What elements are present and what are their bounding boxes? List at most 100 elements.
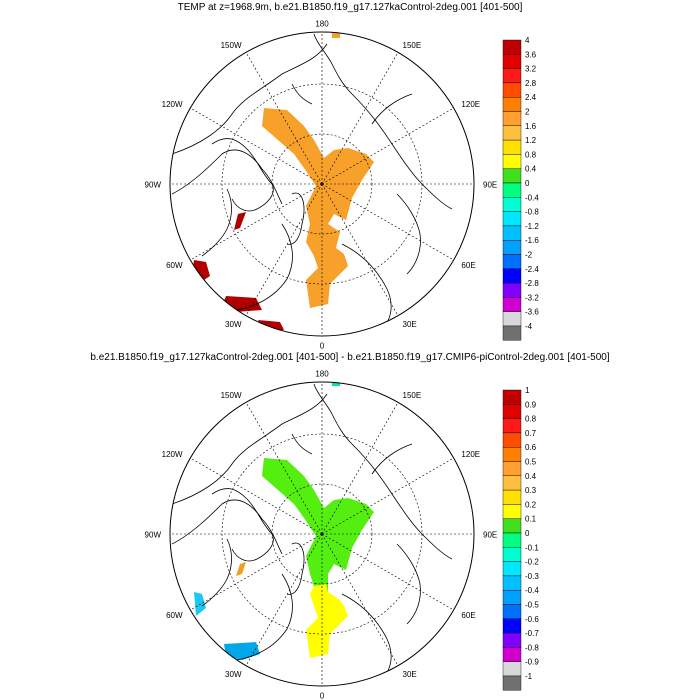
colorbar-tick-label: 0 [525, 529, 530, 538]
anomaly-patch-orange [236, 562, 246, 576]
colorbar-swatch [502, 168, 522, 184]
meridian-line-5 [321, 533, 454, 611]
colorbar-swatch [502, 197, 522, 212]
colorbar-swatch [502, 675, 522, 691]
small-patch-top [332, 382, 340, 386]
longitude-label-150e: 150E [403, 41, 422, 50]
anomaly-patch-blue [224, 642, 260, 660]
colorbar-tick-label: -0.4 [525, 586, 539, 595]
map-content [171, 32, 453, 332]
colorbar-tick-label: 0.9 [525, 400, 537, 409]
colorbar-swatch [502, 389, 522, 405]
panel-2-colorbar: 1 0.9 0.8 0.7 0.6 0.5 0.4 0.3 0.2 0.1 0 -0.1 -0.2 -0.… [502, 386, 539, 691]
colorbar-swatch [502, 96, 522, 112]
longitude-label-150e: 150E [403, 391, 422, 400]
coastline-1 [171, 393, 328, 505]
meridian-line-5 [321, 183, 454, 261]
longitude-label-60e: 60E [461, 261, 475, 270]
colorbar-swatch [502, 225, 522, 241]
map-boundary [169, 31, 475, 337]
colorbar-tick-label: 0.2 [525, 500, 537, 509]
colorbar-swatch [502, 461, 522, 477]
colorbar-tick-label: 2.8 [525, 79, 537, 88]
colorbar-tick-label: -0.8 [525, 643, 539, 652]
longitude-label-150w: 150W [221, 41, 242, 50]
anomaly-field-green [262, 458, 374, 594]
meridian-line-9 [190, 183, 323, 261]
longitude-label-60w: 60W [166, 611, 183, 620]
colorbar-tick-label: -0.4 [525, 193, 539, 202]
colorbar-swatch [502, 518, 522, 534]
coastline-10 [313, 33, 353, 95]
colorbar-tick-label: -3.6 [525, 308, 539, 317]
colorbar-tick-label: -2.4 [525, 265, 539, 274]
coastline-11 [371, 443, 413, 475]
meridian-line-8 [245, 533, 323, 666]
longitude-label-90w: 90W [145, 531, 162, 540]
colorbar-swatch [502, 561, 522, 577]
colorbar-tick-label: 3.2 [525, 65, 537, 74]
colorbar-swatch [502, 211, 522, 227]
panel-2-title: b.e21.B1850.f19_g17.127kaControl-2deg.00… [90, 352, 610, 363]
colorbar-swatch [502, 154, 522, 169]
colorbar-swatch [502, 254, 522, 270]
colorbar-tick-label: 1 [525, 386, 530, 395]
colorbar-tick-label: -0.3 [525, 572, 539, 581]
warm-patch-4 [234, 212, 246, 230]
longitude-label-60e: 60E [461, 611, 475, 620]
colorbar-swatch [502, 125, 522, 141]
colorbar-swatch [502, 632, 522, 648]
coastline-2 [171, 149, 283, 205]
coastline-9 [396, 193, 421, 275]
longitude-label-120w: 120W [162, 450, 183, 459]
colorbar-swatch [502, 268, 522, 284]
meridian-line-6 [321, 183, 399, 316]
colorbar-tick-label: 0.4 [525, 165, 537, 174]
coastline-10 [313, 383, 353, 445]
colorbar-swatch [502, 111, 522, 127]
map-content [171, 382, 453, 680]
coastline-7 [341, 243, 392, 330]
colorbar-swatch [502, 418, 522, 434]
colorbar-swatch [502, 604, 522, 620]
panel-1-map: 180 150E 120E 90E 60E 30E 0 30W 60W 90W 120W 150W [145, 20, 498, 351]
colorbar-swatch [502, 590, 522, 605]
colorbar-tick-label: 1.6 [525, 122, 537, 131]
colorbar-swatch [502, 82, 522, 98]
colorbar-tick-label: -1 [525, 672, 533, 681]
coastline-6 [286, 192, 305, 245]
coastline-3 [211, 488, 274, 562]
panel-2-map: 180 150E 120E 90E 60E 30E 0 30W 60W 90W 120W 150W [145, 370, 498, 700]
colorbar-tick-label: -2.8 [525, 279, 539, 288]
colorbar-swatch [502, 325, 522, 341]
meridian-line-12 [245, 52, 323, 185]
colorbar-swatch [502, 39, 522, 55]
colorbar-swatch [502, 139, 522, 155]
longitude-label-120e: 120E [461, 100, 480, 109]
colorbar-tick-label: -1.6 [525, 236, 539, 245]
meridian-line-6 [321, 533, 399, 666]
longitude-label-150w: 150W [221, 391, 242, 400]
colorbar-tick-label: -0.5 [525, 601, 539, 610]
colorbar-tick-label: 4 [525, 36, 530, 45]
colorbar-swatch [502, 54, 522, 69]
meridian-line-8 [245, 183, 323, 316]
colorbar-swatch [502, 182, 522, 198]
meridian-line-12 [245, 402, 323, 535]
colorbar-tick-label: 0.8 [525, 415, 537, 424]
colorbar-swatch [502, 68, 522, 84]
coastline-1 [171, 43, 328, 155]
longitude-label-90w: 90W [145, 181, 162, 190]
colorbar-swatch [502, 311, 522, 327]
colorbar-tick-label: -0.1 [525, 543, 539, 552]
colorbar-tick-label: 0.6 [525, 443, 537, 452]
map-boundary [169, 381, 475, 687]
colorbar-tick-label: -0.8 [525, 208, 539, 217]
colorbar-tick-label: -0.6 [525, 615, 539, 624]
colorbar-swatch [502, 532, 522, 548]
panel-1-title: TEMP at z=1968.9m, b.e21.B1850.f19_g17.1… [177, 2, 523, 13]
colorbar-tick-label: -0.9 [525, 658, 539, 667]
coastline-2 [171, 499, 283, 555]
coastline-8 [351, 443, 453, 560]
colorbar-tick-label: 0.7 [525, 429, 537, 438]
